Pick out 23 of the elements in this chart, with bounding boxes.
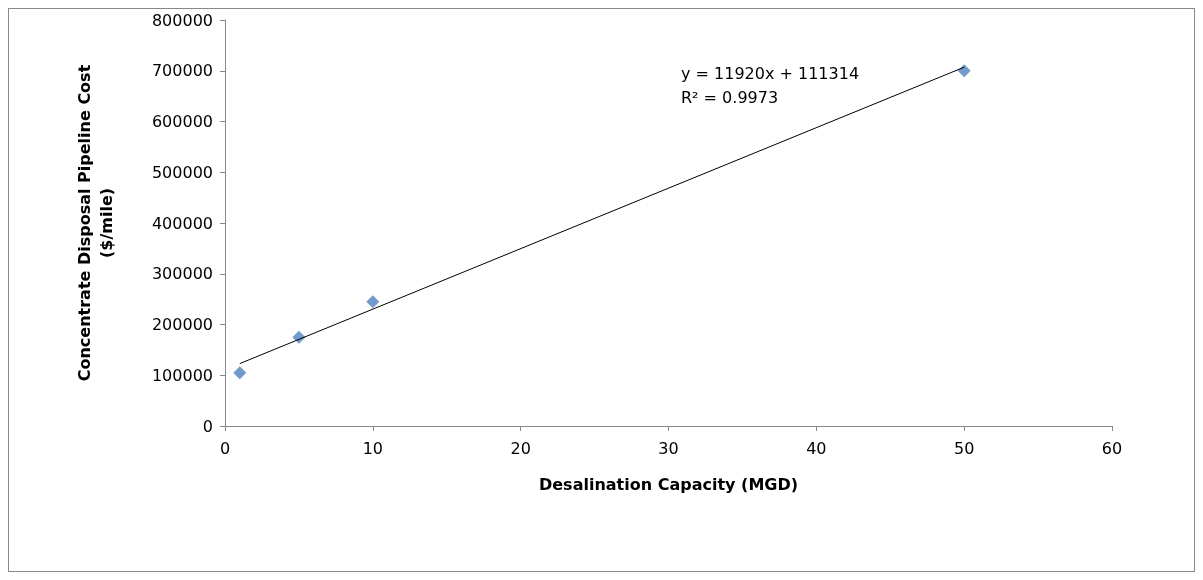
y-axis-title: Concentrate Disposal Pipeline Cost ($/mile) [74,64,116,382]
x-tick-label: 0 [219,438,231,458]
y-tick-label: 100000 [151,365,213,385]
x-axis-title: Desalination Capacity (MGD) [538,474,799,494]
x-tick-label: 10 [362,438,384,458]
x-tick-label: 30 [658,438,679,458]
x-tick-label: 40 [806,438,827,458]
y-tick-label: 300000 [151,264,213,284]
y-tick-label: 500000 [151,162,213,182]
annotation: y = 11920x + 111314 [681,63,860,83]
y-tick-label: 600000 [151,112,213,131]
x-tick-label: 60 [1101,438,1123,458]
x-tick-label: 20 [510,438,531,458]
y-tick-label: 800000 [151,10,213,30]
annotation: R² = 0.9973 [681,87,779,107]
point [233,366,247,380]
y-tick-label: 200000 [151,315,213,334]
point [366,295,380,309]
point [957,64,971,78]
y-tick-label: 0 [202,416,213,436]
y-tick-label: 400000 [151,213,213,233]
x-tick-label: 50 [953,438,975,458]
y-tick-label: 700000 [151,61,213,81]
